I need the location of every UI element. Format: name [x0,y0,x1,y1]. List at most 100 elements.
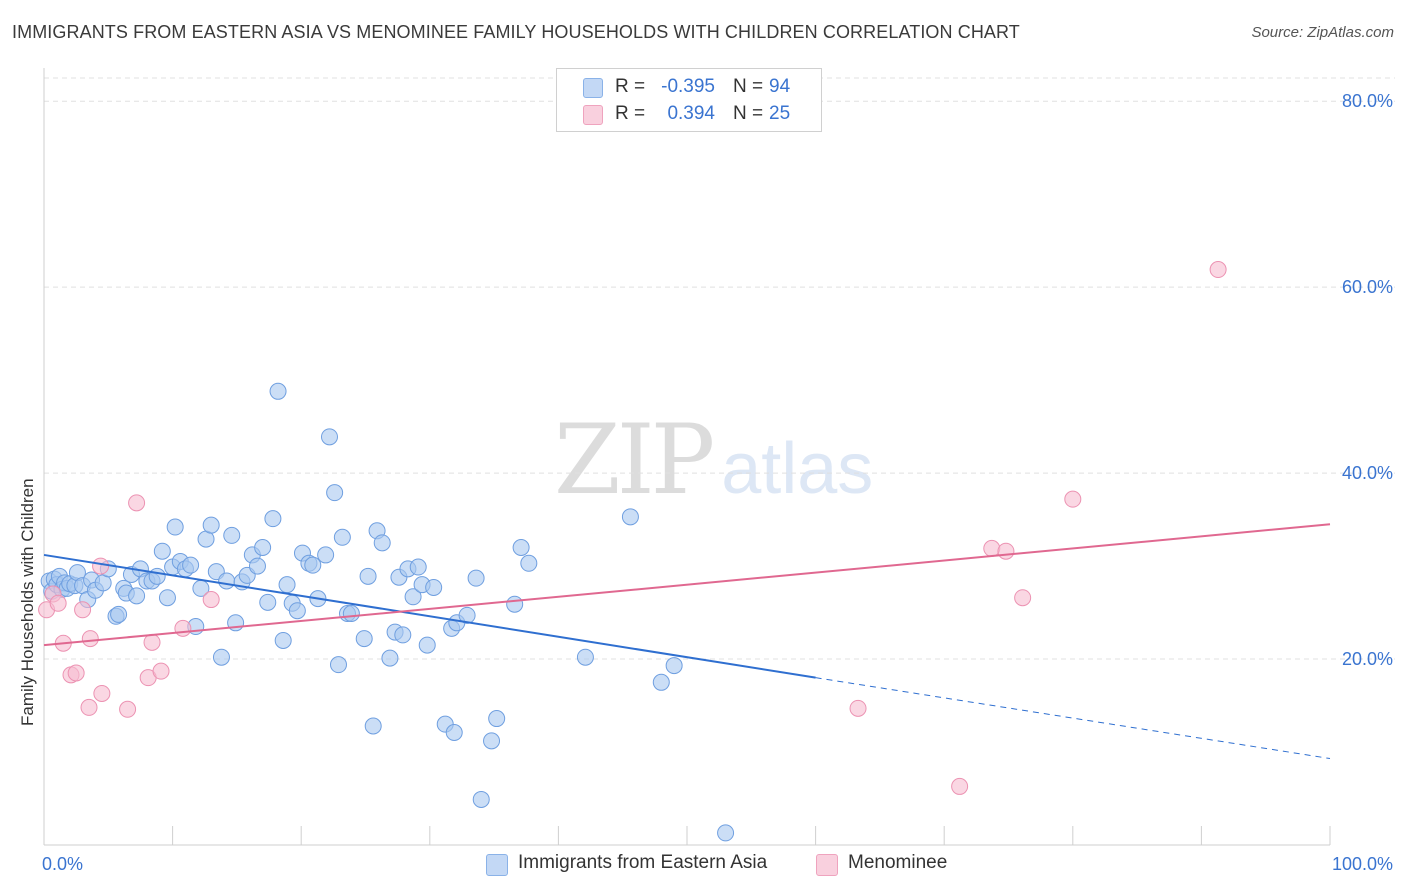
legend-label-eastern-asia: Immigrants from Eastern Asia [518,852,768,873]
eastern-asia-point [212,648,230,666]
eastern-asia-point [512,538,530,556]
eastern-asia-point [202,516,220,534]
eastern-asia-point [333,528,351,546]
menominee-point [143,633,161,651]
menominee-point [1209,261,1227,279]
eastern-asia-point [329,656,347,674]
eastern-asia-point [288,602,306,620]
menominee-point [92,557,110,575]
legend-n-label: N = [733,76,764,97]
menominee-point [174,619,192,637]
menominee-point [152,662,170,680]
menominee-point [1014,589,1032,607]
eastern-asia-point [274,631,292,649]
menominee-point [849,699,867,717]
zipatlas-watermark: ZIP atlas [554,404,873,516]
eastern-asia-point [404,588,422,606]
menominee-point [128,494,146,512]
legend-n-value: 94 [769,76,791,97]
watermark-atlas: atlas [721,429,874,509]
menominee-point [93,684,111,702]
eastern-asia-point [166,518,184,536]
legend-row-eastern-asia: R = -0.395 N = 94 [557,74,821,100]
eastern-asia-point [148,567,166,585]
legend-swatch-pink [816,854,838,876]
eastern-asia-point [278,576,296,594]
legend-swatch-pink [583,105,603,125]
eastern-asia-point [304,556,322,574]
eastern-asia-point [409,558,427,576]
eastern-asia-point [717,824,735,842]
legend-r-value: -0.395 [661,76,715,97]
eastern-asia-point [218,572,236,590]
eastern-asia-point [381,649,399,667]
eastern-asia-point [621,508,639,526]
series-legend: Immigrants from Eastern Asia Menominee [0,852,1406,878]
eastern-asia-point [483,732,501,750]
menominee-point [80,698,98,716]
eastern-asia-point [158,589,176,607]
menominee-point [81,630,99,648]
eastern-asia-point [467,569,485,587]
watermark-zip: ZIP [554,404,715,516]
eastern-asia-point [320,428,338,446]
eastern-asia-point [153,542,171,560]
eastern-asia-trendline [43,553,816,679]
menominee-point [49,594,67,612]
legend-swatch-blue [583,78,603,98]
eastern-asia-point [373,534,391,552]
legend-r-label: R = [615,76,646,97]
eastern-asia-point [223,526,241,544]
eastern-asia-point [317,546,335,564]
x-tick-label: 0.0% [42,854,83,874]
eastern-asia-point [355,630,373,648]
menominee-point [983,539,1001,557]
eastern-asia-point [506,595,524,613]
x-tick-label: 100.0% [1332,854,1393,874]
eastern-asia-point [326,484,344,502]
eastern-asia-point [259,593,277,611]
legend-n-value: 25 [769,103,791,124]
eastern-asia-point [248,557,266,575]
menominee-point [997,542,1015,560]
y-tick-label: 60.0% [1342,277,1393,297]
legend-row-menominee: R = 0.394 N = 25 [557,101,821,127]
eastern-asia-point [418,636,436,654]
eastern-asia-point [425,578,443,596]
menominee-point [202,591,220,609]
y-axis-label: Family Households with Children [18,478,37,726]
eastern-asia-trendline-extension [815,677,1331,760]
legend-swatch-blue [486,854,508,876]
eastern-asia-point [342,605,360,623]
eastern-asia-point [269,382,287,400]
chart-title: IMMIGRANTS FROM EASTERN ASIA VS MENOMINE… [12,22,1020,42]
eastern-asia-point [110,605,128,623]
eastern-asia-point [182,556,200,574]
eastern-asia-point [254,538,272,556]
eastern-asia-point [128,587,146,605]
eastern-asia-point [488,710,506,728]
legend-n-label: N = [733,103,764,124]
legend-r-value: 0.394 [667,103,715,124]
legend-r-label: R = [615,103,646,124]
eastern-asia-point [364,717,382,735]
menominee-point [74,601,92,619]
eastern-asia-point [472,790,490,808]
eastern-asia-point [359,567,377,585]
correlation-legend: R = -0.395 N = 94 R = 0.394 N = 25 [556,68,822,132]
eastern-asia-point [652,673,670,691]
y-tick-label: 40.0% [1342,463,1393,483]
menominee-point [1064,490,1082,508]
y-tick-label: 80.0% [1342,91,1393,111]
eastern-asia-point [665,657,683,675]
y-tick-label: 20.0% [1342,649,1393,669]
menominee-point [951,777,969,795]
source-label: Source: ZipAtlas.com [1251,24,1394,41]
eastern-asia-point [520,554,538,572]
eastern-asia-point [394,626,412,644]
menominee-point [119,700,137,718]
menominee-point [67,664,85,682]
eastern-asia-point [576,648,594,666]
menominee-trendline [43,523,1331,647]
